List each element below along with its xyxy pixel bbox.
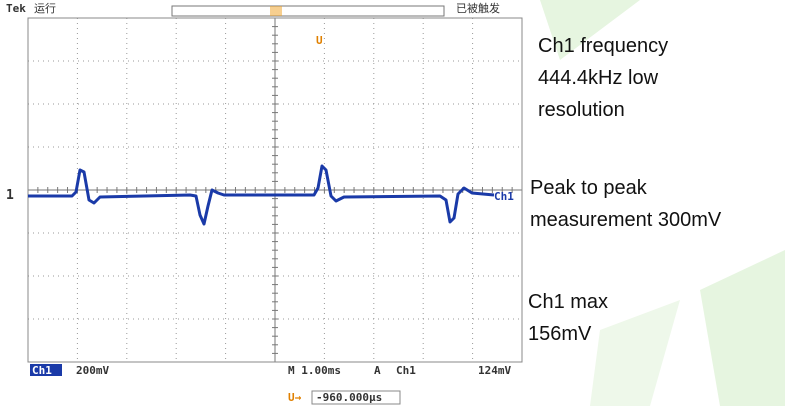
bottom-trigger-channel: Ch1 bbox=[396, 364, 416, 377]
trigger-marker: U bbox=[316, 34, 323, 47]
annotation-line: Ch1 frequency bbox=[538, 35, 668, 57]
position-box bbox=[311, 390, 401, 405]
decor bbox=[540, 0, 640, 60]
annotation-line: Ch1 max bbox=[528, 291, 608, 313]
annotation-line: Peak to peak bbox=[530, 177, 648, 199]
waveform bbox=[28, 164, 495, 226]
status: 运行 bbox=[34, 2, 56, 15]
decor bbox=[700, 250, 785, 406]
annotation-line: measurement 300mV bbox=[530, 209, 722, 231]
decor bbox=[590, 300, 680, 406]
bottom-timebase: M 1.00ms bbox=[288, 364, 341, 377]
bottom-mode: A bbox=[374, 364, 381, 377]
channel-badge bbox=[30, 364, 62, 376]
annotation-line: resolution bbox=[538, 99, 625, 121]
trigger-state: 已被触发 bbox=[456, 1, 500, 15]
bottom-trigger-level: 124mV bbox=[478, 364, 511, 377]
annotation-line: 156mV bbox=[528, 323, 592, 345]
channel-edge-label: Ch1 bbox=[494, 190, 514, 203]
record-bar bbox=[171, 5, 445, 17]
annotations: Ch1 frequency 444.4kHz low resolution Peak … bbox=[528, 35, 722, 345]
record-window bbox=[270, 6, 282, 16]
bottom-channel: Ch1 bbox=[32, 364, 52, 377]
annotation-line: 444.4kHz low bbox=[538, 67, 659, 89]
position-marker: U→ bbox=[288, 391, 302, 404]
position-readout: -960.000µs bbox=[316, 391, 382, 404]
brand: Tek bbox=[6, 2, 26, 15]
screen-frame bbox=[27, 17, 523, 363]
bottom-scale: 200mV bbox=[76, 364, 109, 377]
scope-grid bbox=[27, 17, 523, 363]
channel-marker: 1 bbox=[6, 188, 14, 203]
